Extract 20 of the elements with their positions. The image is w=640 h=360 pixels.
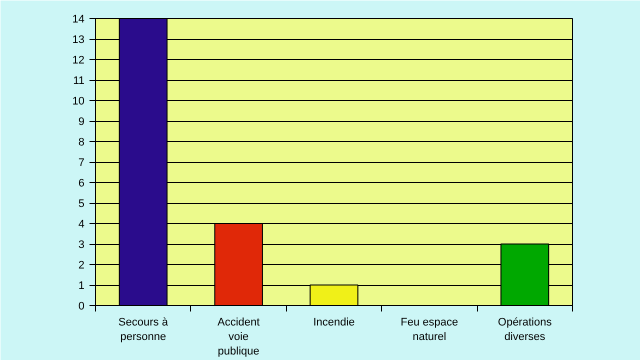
y-tick-label: 1 — [78, 280, 85, 292]
y-tick-label: 10 — [72, 96, 85, 108]
x-tick-label: Incendie — [313, 316, 355, 328]
x-tick-label: Feu espace naturel — [400, 316, 458, 343]
y-tick-label: 5 — [78, 198, 85, 210]
y-tick-label: 0 — [78, 300, 85, 312]
y-tick-label: 2 — [78, 260, 85, 272]
y-tick-label: 9 — [78, 116, 85, 128]
x-tick-label: Opérations diverses — [498, 316, 552, 343]
y-tick-label: 12 — [72, 54, 85, 66]
x-tick-label: Accident voie publique — [218, 316, 260, 358]
y-tick-label: 6 — [78, 178, 85, 190]
y-tick-label: 8 — [78, 136, 85, 148]
y-tick-label: 4 — [78, 218, 85, 230]
y-tick-label: 13 — [72, 34, 85, 46]
y-tick-label: 7 — [78, 157, 85, 169]
x-tick-label: Secours à personne — [118, 316, 169, 343]
y-tick-label: 14 — [72, 14, 85, 26]
y-tick-label: 3 — [78, 239, 85, 251]
y-tick-label: 11 — [73, 75, 85, 87]
